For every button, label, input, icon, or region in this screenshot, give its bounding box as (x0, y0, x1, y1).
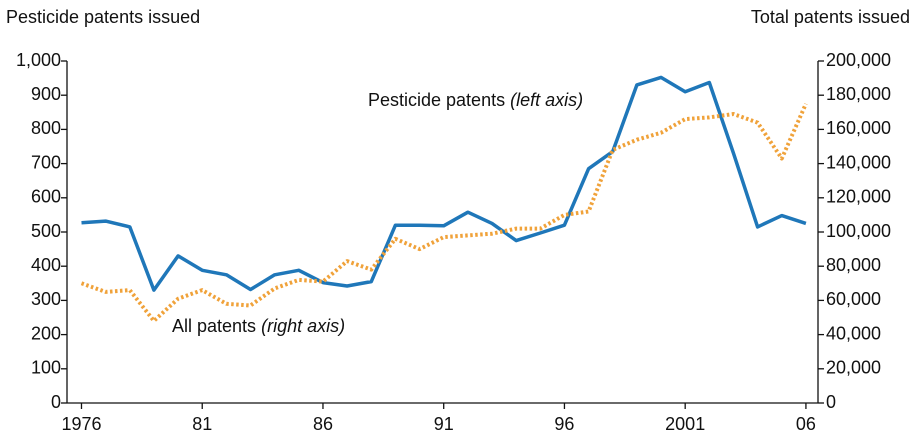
y2-tick-label: 140,000 (826, 152, 891, 172)
x-tick-label: 96 (554, 414, 574, 434)
series-line (80, 102, 808, 323)
x-tick-label: 06 (796, 414, 816, 434)
y2-tick-label: 0 (826, 392, 836, 412)
series-label: Pesticide patents (left axis) (368, 90, 583, 110)
series-name: Pesticide patents (368, 90, 505, 110)
x-tick-label: 1976 (61, 414, 101, 434)
axis-note: (left axis) (510, 90, 583, 110)
y-tick-label: 1,000 (16, 50, 61, 70)
y-tick-label: 700 (31, 152, 61, 172)
y-tick-label: 900 (31, 84, 61, 104)
y2-tick-label: 20,000 (826, 358, 881, 378)
series-name: All patents (172, 316, 256, 336)
y2-tick-label: 200,000 (826, 50, 891, 70)
y-tick-label: 400 (31, 255, 61, 275)
y2-tick-label: 100,000 (826, 221, 891, 241)
x-tick-label: 2001 (665, 414, 705, 434)
x-tick-label: 81 (192, 414, 212, 434)
y2-tick-label: 40,000 (826, 323, 881, 343)
y2-tick-label: 160,000 (826, 118, 891, 138)
y-tick-label: 100 (31, 358, 61, 378)
x-tick-label: 91 (434, 414, 454, 434)
series-line (81, 75, 807, 292)
y2-tick-label: 180,000 (826, 84, 891, 104)
y2-tick-label: 60,000 (826, 289, 881, 309)
y2-tick-label: 120,000 (826, 187, 891, 207)
y-tick-label: 0 (51, 392, 61, 412)
series-label: All patents (right axis) (172, 316, 345, 336)
y2-tick-label: 80,000 (826, 255, 881, 275)
y-tick-label: 600 (31, 187, 61, 207)
x-tick-label: 86 (313, 414, 333, 434)
y-axis-label: Pesticide patents issued (6, 7, 200, 27)
y-tick-label: 300 (31, 289, 61, 309)
y2-axis-label: Total patents issued (751, 7, 910, 27)
y-tick-label: 200 (31, 323, 61, 343)
y-tick-label: 800 (31, 118, 61, 138)
y-tick-label: 500 (31, 221, 61, 241)
axis-note: (right axis) (261, 316, 345, 336)
